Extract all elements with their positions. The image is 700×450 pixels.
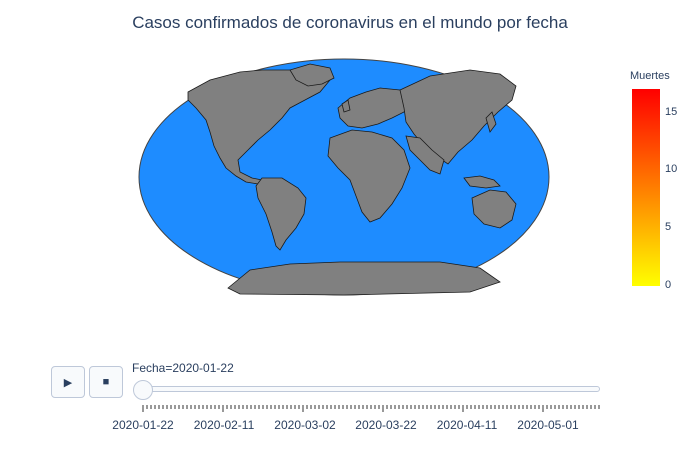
japan — [485, 111, 497, 133]
africa — [327, 129, 411, 223]
slider-tick-label: 2020-02-11 — [193, 418, 255, 432]
slider-handle[interactable] — [133, 380, 153, 400]
south-asia — [405, 135, 445, 175]
slider-tick-label: 2020-01-22 — [112, 418, 174, 432]
australia — [471, 189, 517, 229]
colorbar-gradient — [632, 89, 660, 286]
slider-tick-label: 2020-04-11 — [436, 418, 498, 432]
slider-tick-label: 2020-03-02 — [274, 418, 336, 432]
slider-current-value: Fecha=2020-01-22 — [132, 361, 234, 375]
slider-tick-label: 2020-03-22 — [355, 418, 417, 432]
land-masses — [187, 63, 517, 296]
stop-button[interactable]: ■ — [89, 366, 123, 398]
slider-tick-label: 2020-05-01 — [517, 418, 579, 432]
colorbar-title: Muertes — [630, 70, 670, 82]
play-button[interactable]: ▶ — [51, 366, 85, 398]
uk — [341, 99, 351, 113]
stop-icon: ■ — [102, 376, 110, 388]
chart-title: Casos confirmados de coronavirus en el m… — [132, 13, 568, 32]
south-america — [255, 177, 307, 251]
colorbar-tick: 0 — [665, 279, 672, 291]
antarctica — [227, 261, 501, 296]
play-icon: ▶ — [63, 376, 73, 389]
colorbar-tick: 5 — [665, 221, 672, 233]
colorbar-tick: 15 — [665, 106, 678, 118]
greenland — [289, 63, 335, 87]
asia — [399, 69, 517, 165]
colorbar-tick: 10 — [665, 163, 678, 175]
indonesia — [463, 175, 501, 189]
europe — [337, 87, 411, 129]
